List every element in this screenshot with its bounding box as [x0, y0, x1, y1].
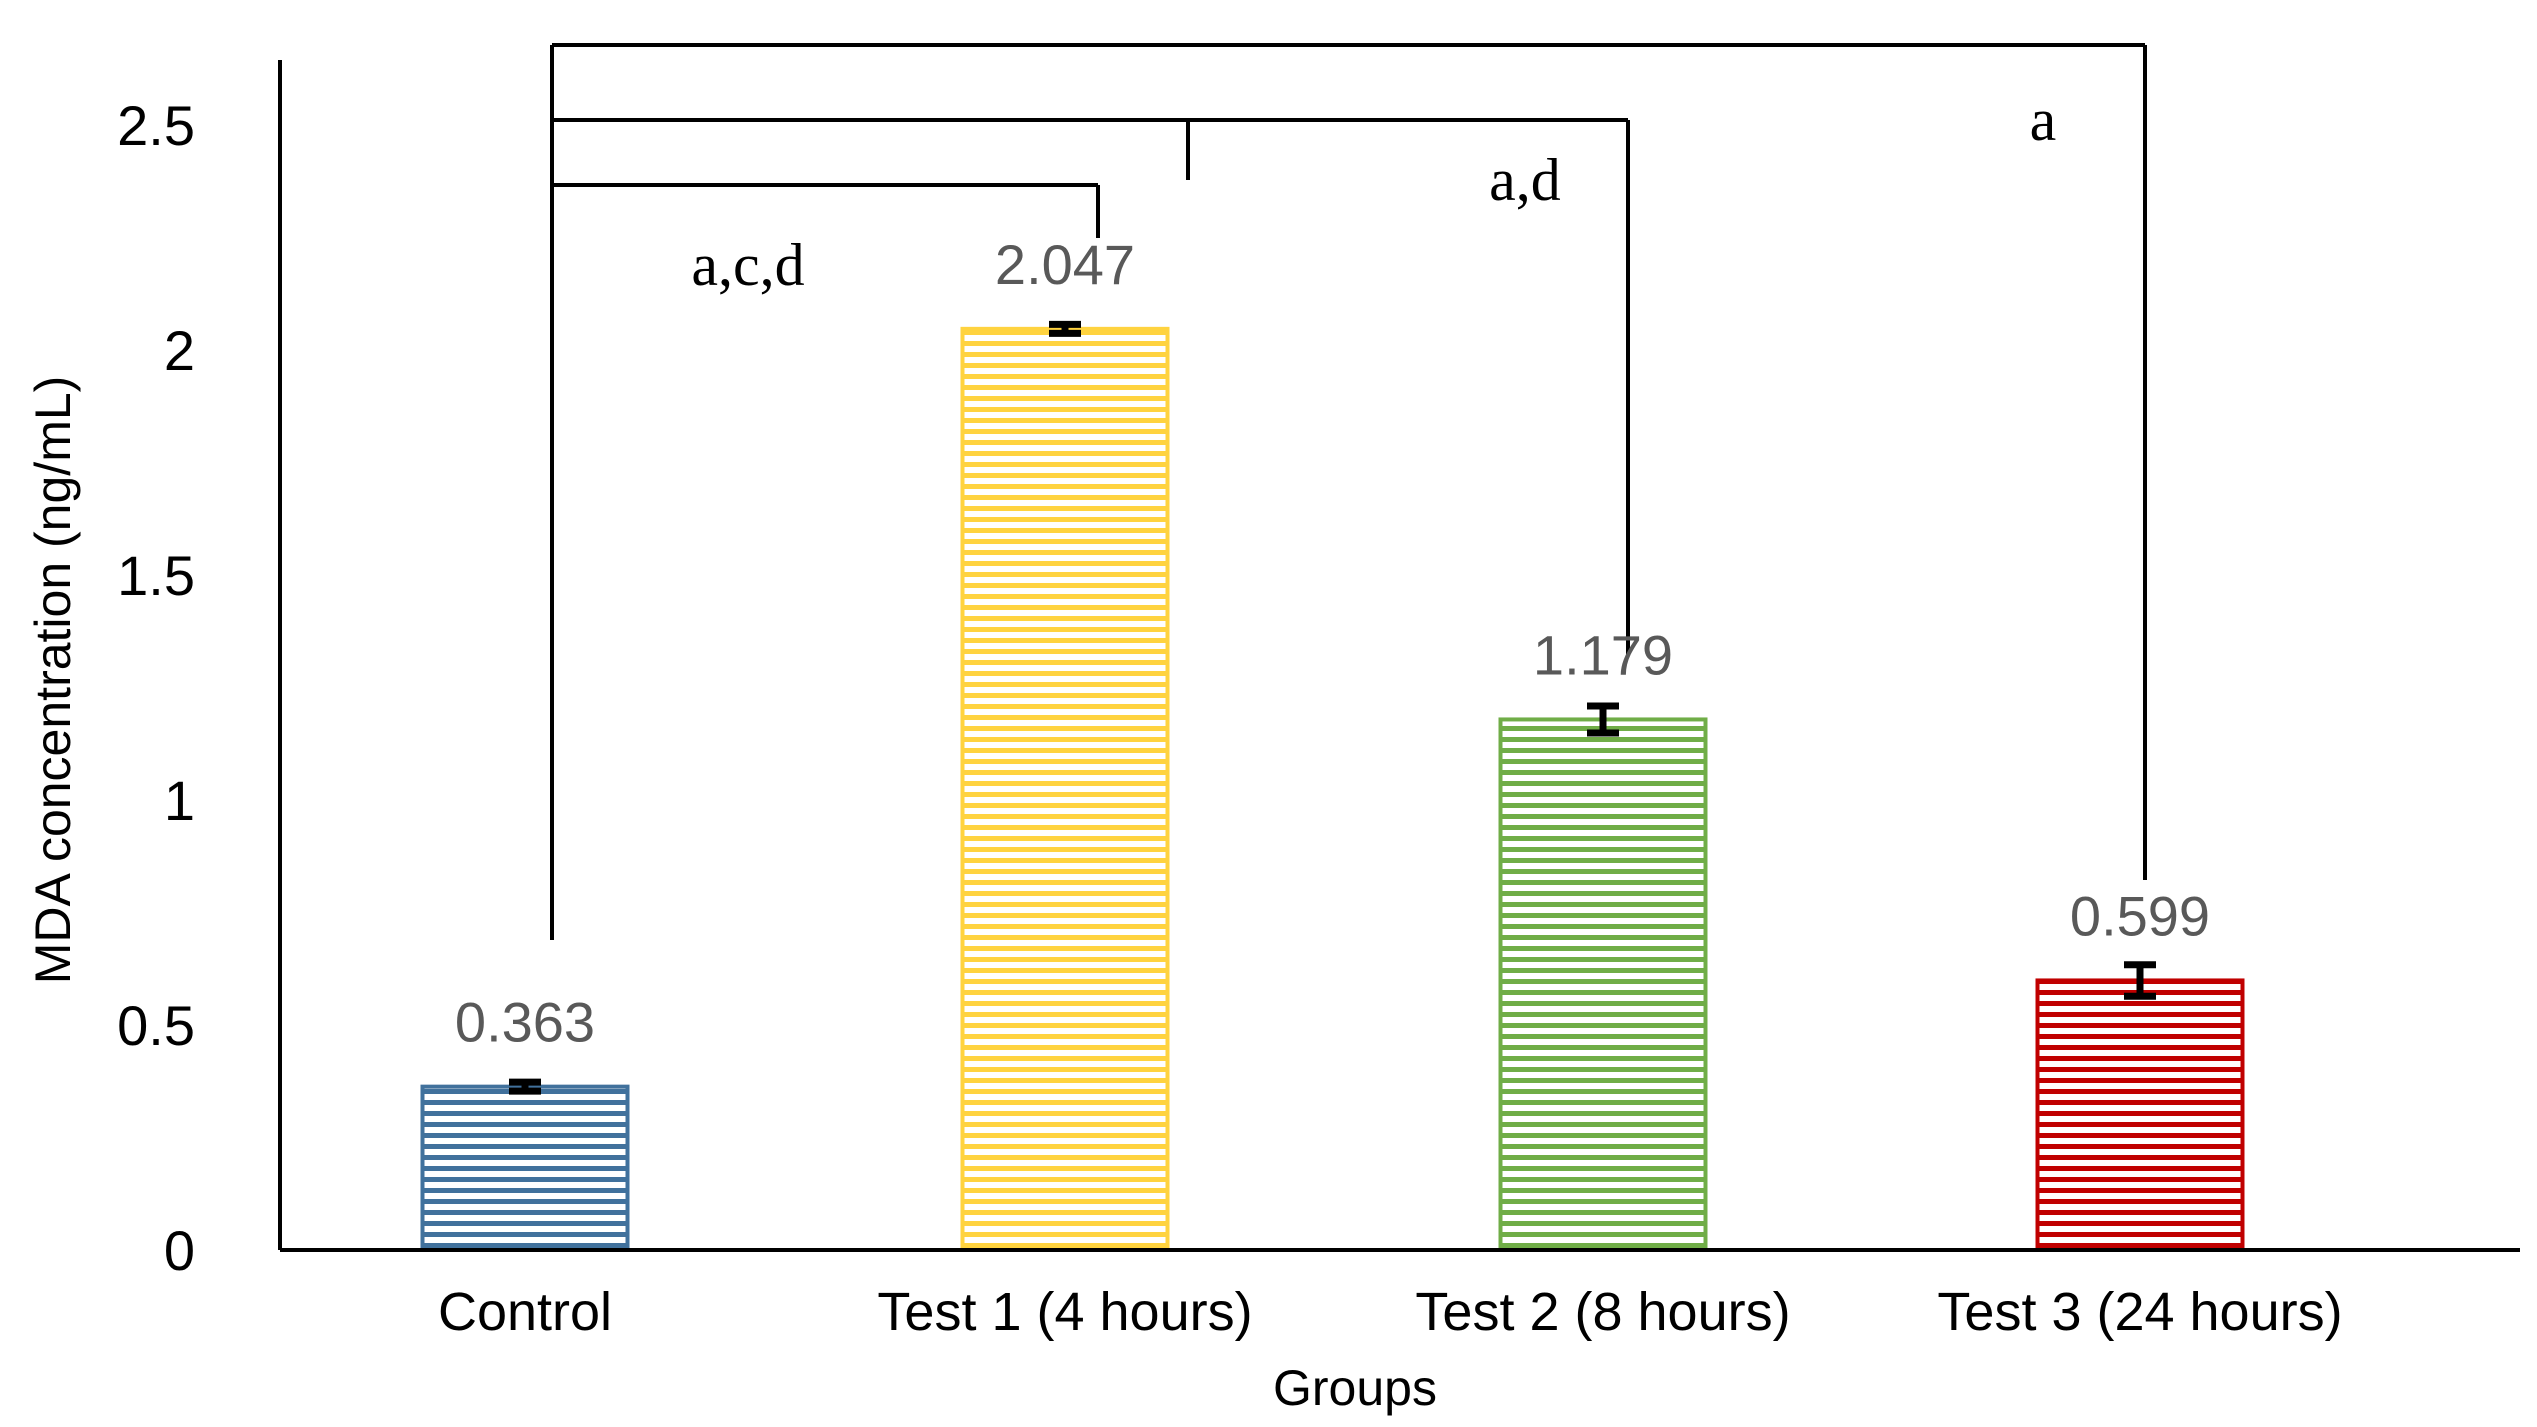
data-label-3: 0.599 — [2070, 884, 2210, 947]
data-label-2: 1.179 — [1533, 623, 1673, 686]
error-bar-0 — [509, 1078, 541, 1095]
significance-brackets — [550, 43, 2147, 940]
significance-label-2: a — [2030, 87, 2057, 153]
y-tick-label: 0 — [164, 1219, 195, 1282]
bar-0 — [420, 1084, 630, 1253]
bars — [420, 326, 2245, 1253]
y-tick-label: 1.5 — [117, 544, 195, 607]
significance-label-0: a,c,d — [691, 232, 804, 298]
error-bar-2 — [1587, 702, 1619, 737]
error-bar-3 — [2124, 961, 2156, 1000]
bar-2 — [1498, 717, 1708, 1252]
significance-labels: a,c,d a,d a — [691, 87, 2056, 298]
data-label-0: 0.363 — [455, 991, 595, 1054]
x-tick-label: Test 2 (8 hours) — [1415, 1282, 1790, 1342]
x-tick-labels: Control Test 1 (4 hours) Test 2 (8 hours) T… — [438, 1282, 2343, 1342]
x-tick-label: Test 3 (24 hours) — [1937, 1282, 2342, 1342]
y-tick-label: 1 — [164, 769, 195, 832]
x-tick-label: Control — [438, 1282, 612, 1342]
data-labels: 0.363 2.047 1.179 0.599 — [455, 233, 2210, 1054]
significance-label-1: a,d — [1489, 147, 1561, 213]
x-tick-label: Test 1 (4 hours) — [877, 1282, 1252, 1342]
y-tick-label: 2 — [164, 319, 195, 382]
error-bar-1 — [1049, 320, 1081, 337]
y-tick-label: 0.5 — [117, 994, 195, 1057]
y-tick-labels: 0 0.5 1 1.5 2 2.5 — [117, 94, 195, 1282]
y-tick-label: 2.5 — [117, 94, 195, 157]
bar-3 — [2035, 978, 2245, 1252]
data-label-1: 2.047 — [995, 233, 1135, 296]
bar-1 — [960, 326, 1170, 1253]
y-axis-title: MDA concentration (ng/mL) — [25, 376, 81, 985]
x-axis-title: Groups — [1273, 1360, 1437, 1416]
error-bars — [509, 320, 2156, 1095]
